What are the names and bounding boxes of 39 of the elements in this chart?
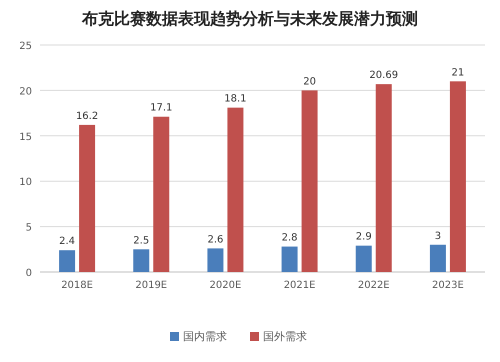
- data-label: 3: [434, 230, 442, 242]
- bar: [153, 116, 170, 272]
- bar: [376, 84, 392, 272]
- x-tick-label: 2022E: [358, 280, 390, 291]
- data-label: 21: [452, 67, 464, 78]
- bar: [356, 246, 372, 272]
- x-tick-label: 2023E: [432, 280, 464, 291]
- bar: [207, 248, 224, 272]
- data-label: 17.1: [150, 102, 172, 114]
- y-tick-label: 15: [19, 132, 32, 143]
- y-tick-label: 10: [19, 177, 32, 188]
- data-label: 2.5: [133, 235, 150, 246]
- bar: [282, 246, 298, 272]
- bar: [450, 81, 466, 272]
- data-label: 2.8: [282, 232, 298, 244]
- bar: [59, 250, 76, 272]
- bar: [430, 244, 446, 272]
- data-label: 2.9: [356, 232, 372, 243]
- bar: [79, 124, 96, 272]
- y-tick-label: 0: [26, 268, 32, 279]
- x-tick-label: 2018E: [61, 280, 93, 291]
- bar: [302, 90, 318, 272]
- y-tick-label: 25: [19, 41, 32, 52]
- x-tick-label: 2021E: [284, 280, 316, 291]
- data-label: 16.2: [76, 110, 98, 122]
- chart-title: 布克比赛数据表现趋势分析与未来发展潜力预测: [81, 9, 418, 28]
- bar: [227, 108, 244, 272]
- data-label: 2.4: [59, 236, 76, 248]
- data-label: 18.1: [224, 94, 247, 105]
- legend-label: 国内需求: [183, 330, 227, 343]
- y-tick-label: 20: [19, 86, 32, 98]
- data-label: 2.6: [207, 234, 224, 246]
- x-tick-label: 2020E: [210, 280, 242, 291]
- bar: [133, 249, 150, 272]
- data-label: 20.69: [369, 70, 398, 82]
- y-tick-label: 5: [26, 222, 32, 234]
- data-label: 20: [303, 76, 316, 88]
- x-tick-label: 2019E: [135, 280, 168, 291]
- legend-label: 国外需求: [263, 330, 307, 343]
